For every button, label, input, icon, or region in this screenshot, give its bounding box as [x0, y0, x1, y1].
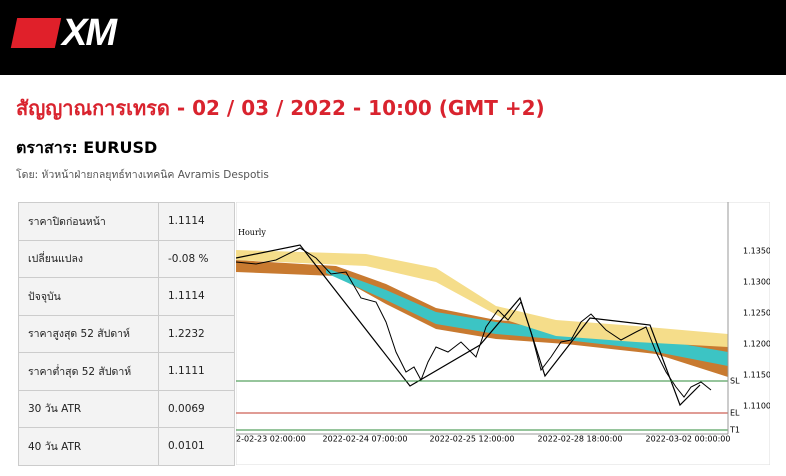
level-label: SL — [730, 377, 740, 386]
row-label: ราคาสูงสุด 52 สัปดาห์ — [18, 314, 159, 353]
band — [236, 250, 728, 347]
y-label: 1.1200 — [743, 340, 770, 349]
price-line — [236, 247, 712, 398]
x-label: 2-02-23 02:00:00 — [236, 435, 306, 444]
table-row: 40 วัน ATR 0.0101 — [18, 427, 235, 466]
y-label: 1.1150 — [743, 371, 770, 380]
x-label: 2022-02-25 12:00:00 — [430, 435, 515, 444]
row-label: ราคาปิดก่อนหน้า — [18, 202, 159, 241]
level-label: T1 — [729, 426, 740, 435]
stats-table: ราคาปิดก่อนหน้า 1.1114 เปลี่ยนแปลง -0.08 % ป… — [18, 202, 235, 466]
x-label: 2022-03-02 00:00:00 — [646, 435, 731, 444]
title: สัญญาณการเทรด - 02 / 03 / 2022 - 10:00 (… — [16, 96, 545, 120]
instrument: ตราสาร: EURUSD — [16, 138, 158, 157]
table-row: 30 วัน ATR 0.0069 — [18, 389, 235, 428]
row-value: 1.1114 — [158, 277, 235, 316]
y-label: 1.1100 — [743, 402, 770, 411]
row-value: 1.1114 — [158, 202, 235, 241]
zigzag — [236, 244, 701, 407]
row-value: -0.08 % — [158, 239, 235, 278]
table-row: ราคาปิดก่อนหน้า 1.1114 — [18, 202, 235, 241]
timeframe: Hourly — [238, 228, 266, 237]
band — [236, 260, 728, 377]
row-value: 0.0069 — [158, 389, 235, 428]
row-label: 30 วัน ATR — [18, 389, 159, 428]
x-label: 2022-02-24 07:00:00 — [323, 435, 408, 444]
row-value: 1.1111 — [158, 352, 235, 391]
row-label: ราคาต่ำสุด 52 สัปดาห์ — [18, 352, 159, 391]
row-label: ปัจจุบัน — [18, 277, 159, 316]
row-value: 0.0101 — [158, 427, 235, 466]
table-row: เปลี่ยนแปลง -0.08 % — [18, 239, 235, 278]
band — [326, 268, 728, 366]
x-label: 2022-02-28 18:00:00 — [538, 435, 623, 444]
header: XM — [0, 0, 786, 75]
y-label: 1.1350 — [743, 247, 770, 256]
row-label: เปลี่ยนแปลง — [18, 239, 159, 278]
table-row: ปัจจุบัน 1.1114 — [18, 277, 235, 316]
y-label: 1.1300 — [743, 278, 770, 287]
author: โดย: หัวหน้าฝ่ายกลยุทธ์ทางเทคนิค Avramis… — [16, 169, 269, 181]
row-label: 40 วัน ATR — [18, 427, 159, 466]
table-row: ราคาต่ำสุด 52 สัปดาห์ 1.1111 — [18, 352, 235, 391]
y-label: 1.1250 — [743, 309, 770, 318]
row-value: 1.2232 — [158, 314, 235, 353]
chart-image: Hourly 1.1350 1.1300 1.1250 1.1200 1.1150 1.1… — [236, 202, 770, 465]
level-label: EL — [730, 409, 740, 418]
table-row: ราคาสูงสุด 52 สัปดาห์ 1.2232 — [18, 314, 235, 353]
logo[interactable]: XM — [62, 12, 117, 54]
logo-mark — [10, 18, 62, 48]
